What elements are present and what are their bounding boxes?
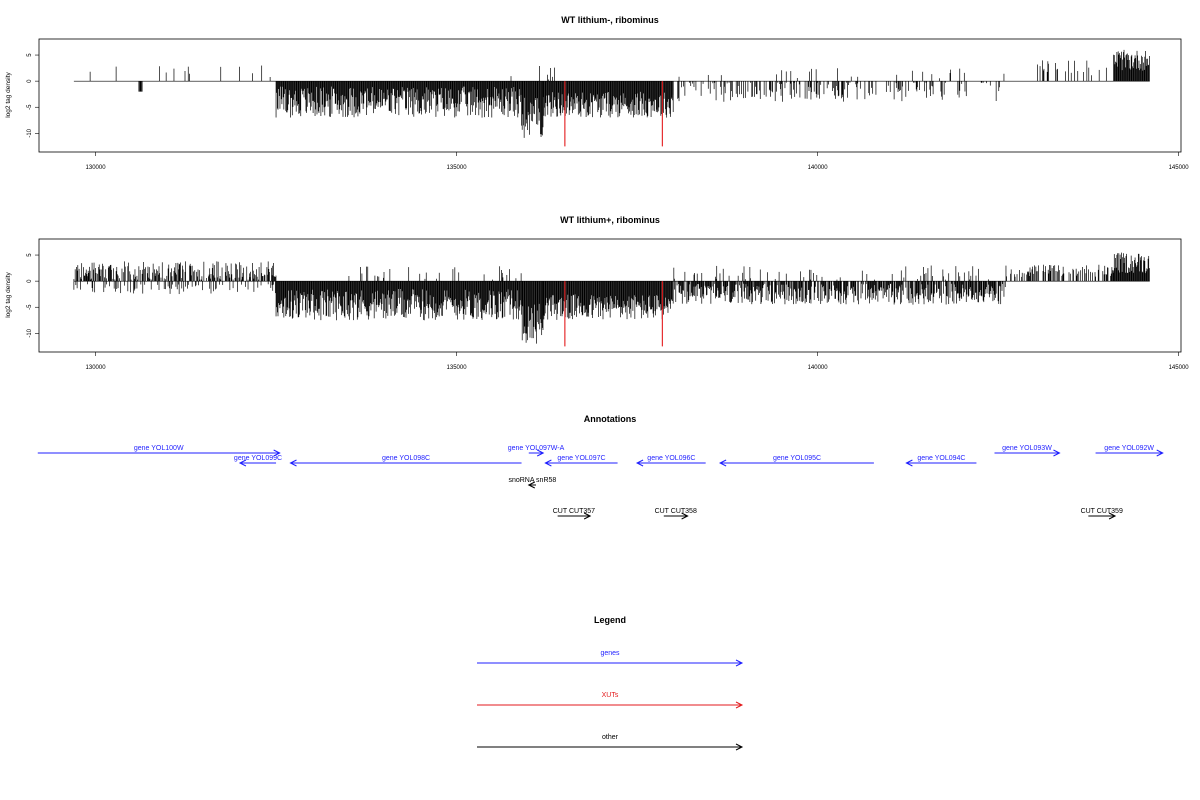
density-bars <box>73 49 1150 138</box>
annotation-feature: gene YOL092W <box>1095 445 1164 457</box>
legend-arrow-head <box>735 659 744 667</box>
plot-frame <box>38 38 1182 153</box>
feature-arrow-head <box>527 481 535 489</box>
x-tick-label: 130000 <box>86 165 107 171</box>
y-tick-label: -10 <box>27 128 33 137</box>
legend-items: genes XUTs other <box>477 650 744 751</box>
xut-markers <box>564 281 663 347</box>
density-panel-lithium-minus: WT lithium-, ribominus log2 tag density … <box>5 15 1189 171</box>
panel-title: WT lithium-, ribominus <box>561 15 659 25</box>
y-tick-label: 0 <box>27 79 33 83</box>
x-tick-label: 135000 <box>447 165 468 171</box>
annotation-feature: gene YOL095C <box>718 455 874 467</box>
legend-label: genes <box>600 650 620 657</box>
legend: Legend genes XUTs other <box>477 615 744 751</box>
density-panel-lithium-plus: WT lithium+, ribominus log2 tag density … <box>5 215 1189 371</box>
feature-label: gene YOL096C <box>647 455 695 462</box>
xut-markers <box>564 81 663 147</box>
density-bars <box>73 252 1150 344</box>
annotation-feature: snoRNA snR58 <box>508 477 556 489</box>
y-tick-label: -5 <box>27 304 33 310</box>
feature-label: gene YOL098C <box>382 455 430 462</box>
x-tick-label: 140000 <box>808 165 829 171</box>
annotation-feature: gene YOL100W <box>37 445 281 457</box>
annotation-feature: CUT CUT358 <box>655 508 697 520</box>
feature-label: gene YOL097W-A <box>508 445 565 452</box>
x-tick-label: 135000 <box>447 365 468 371</box>
feature-label: gene YOL097C <box>557 455 605 462</box>
feature-arrow-head <box>1156 449 1164 457</box>
feature-label: snoRNA snR58 <box>508 477 556 484</box>
y-axis: 5 0 -5 -10 <box>27 53 39 138</box>
annotations-title: Annotations <box>584 414 637 424</box>
feature-arrow-head <box>905 459 913 467</box>
x-axis: 130000 135000 140000 145000 <box>86 352 1190 371</box>
feature-label: gene YOL099C <box>234 455 282 462</box>
feature-label: CUT CUT357 <box>553 508 595 515</box>
legend-arrow-head <box>735 701 744 709</box>
feature-label: CUT CUT358 <box>655 508 697 515</box>
annotation-feature: CUT CUT357 <box>553 508 595 520</box>
y-axis-label: log2 tag density <box>5 271 12 317</box>
y-tick-label: -5 <box>27 104 33 110</box>
annotation-feature: CUT CUT359 <box>1081 508 1123 520</box>
legend-title: Legend <box>594 615 626 625</box>
legend-label: XUTs <box>602 692 619 699</box>
feature-arrow-head <box>536 449 545 457</box>
legend-item: XUTs <box>477 692 744 709</box>
legend-item: other <box>477 734 744 751</box>
y-tick-label: 5 <box>27 53 33 57</box>
feature-arrow-head <box>718 459 727 467</box>
annotation-feature: gene YOL097C <box>544 455 618 467</box>
annotation-feature: gene YOL098C <box>289 455 522 467</box>
feature-label: gene YOL094C <box>917 455 965 462</box>
x-tick-label: 130000 <box>86 365 107 371</box>
feature-arrow-head <box>1053 449 1061 457</box>
annotation-features: gene YOL100W gene YOL099C gene YOL098C gene… <box>37 445 1164 520</box>
panel-title: WT lithium+, ribominus <box>560 215 660 225</box>
feature-arrow-head <box>544 459 552 467</box>
annotation-feature: gene YOL093W <box>994 445 1061 457</box>
feature-arrow-head <box>635 459 644 467</box>
y-axis: 5 0 -5 -10 <box>27 253 39 338</box>
x-tick-label: 140000 <box>808 365 829 371</box>
feature-label: gene YOL095C <box>773 455 821 462</box>
y-tick-label: -10 <box>27 328 33 337</box>
y-tick-label: 5 <box>27 253 33 257</box>
feature-label: CUT CUT359 <box>1081 508 1123 515</box>
feature-arrow-head <box>273 449 281 457</box>
annotation-feature: gene YOL096C <box>635 455 706 467</box>
feature-arrow-head <box>1108 512 1117 520</box>
y-tick-label: 0 <box>27 279 33 283</box>
feature-label: gene YOL100W <box>134 445 184 452</box>
legend-item: genes <box>477 650 744 667</box>
feature-arrow-head <box>583 512 592 520</box>
legend-label: other <box>602 734 619 741</box>
feature-arrow-head <box>238 459 247 467</box>
feature-label: gene YOL093W <box>1002 445 1052 452</box>
feature-arrow-head <box>681 512 689 520</box>
y-axis-label: log2 tag density <box>5 71 12 117</box>
plot-frame <box>38 238 1182 353</box>
feature-label: gene YOL092W <box>1104 445 1154 452</box>
feature-arrow-head <box>289 459 297 467</box>
x-axis: 130000 135000 140000 145000 <box>86 152 1190 171</box>
annotation-feature: gene YOL094C <box>905 455 977 467</box>
annotation-feature: gene YOL099C <box>234 455 282 467</box>
legend-arrow-head <box>735 743 744 751</box>
x-tick-label: 145000 <box>1169 165 1190 171</box>
annotation-feature: gene YOL097W-A <box>508 445 565 457</box>
x-tick-label: 145000 <box>1169 365 1190 371</box>
